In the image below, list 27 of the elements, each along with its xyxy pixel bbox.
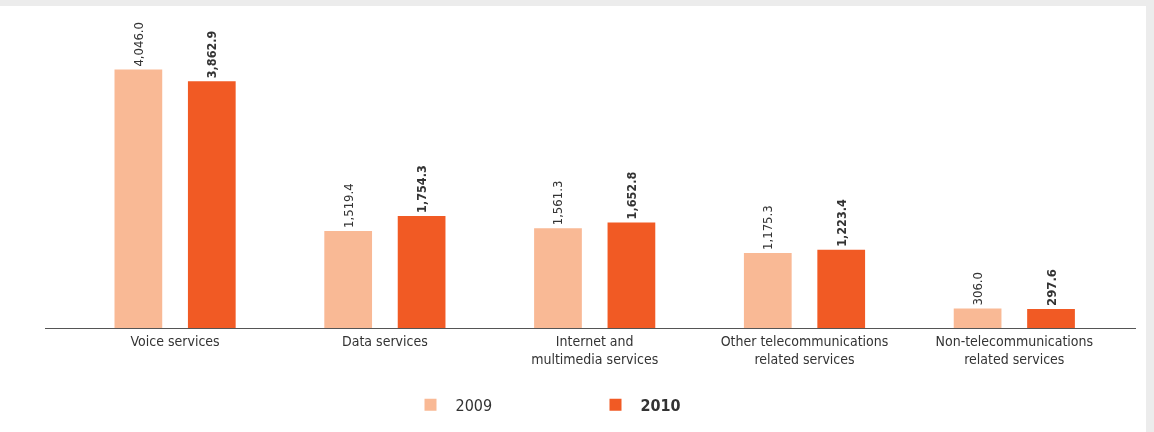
bar xyxy=(397,215,446,328)
x-tick-label: Voice services xyxy=(130,332,220,349)
x-tick-label: Internet and multimedia services xyxy=(531,332,659,367)
data-label: 1,652.8 xyxy=(623,171,639,220)
data-label: 1,561.3 xyxy=(550,180,566,226)
bar xyxy=(114,69,163,328)
data-label: 1,175.3 xyxy=(760,205,776,250)
x-tick-label: Other telecommunications related services xyxy=(720,332,889,367)
bar xyxy=(1027,308,1075,328)
bar xyxy=(324,230,373,328)
bar xyxy=(743,252,792,328)
x-tick-label: Data services xyxy=(342,332,428,349)
legend-label: 2010 xyxy=(640,395,681,415)
legend-label: 2009 xyxy=(455,395,493,415)
data-label: 297.6 xyxy=(1043,268,1059,306)
bar xyxy=(534,228,582,328)
bar xyxy=(607,222,656,328)
data-label: 1,519.4 xyxy=(340,183,356,228)
bar xyxy=(187,81,236,328)
data-label: 306.0 xyxy=(970,271,986,306)
bar xyxy=(953,308,1002,328)
data-label: 3,862.9 xyxy=(204,30,220,79)
bar xyxy=(817,249,866,328)
data-label: 4,046.0 xyxy=(130,21,146,67)
data-label: 1,754.3 xyxy=(413,165,429,213)
x-tick-label: Non-telecommunications related services xyxy=(935,332,1094,367)
data-label: 1,223.4 xyxy=(833,198,849,247)
